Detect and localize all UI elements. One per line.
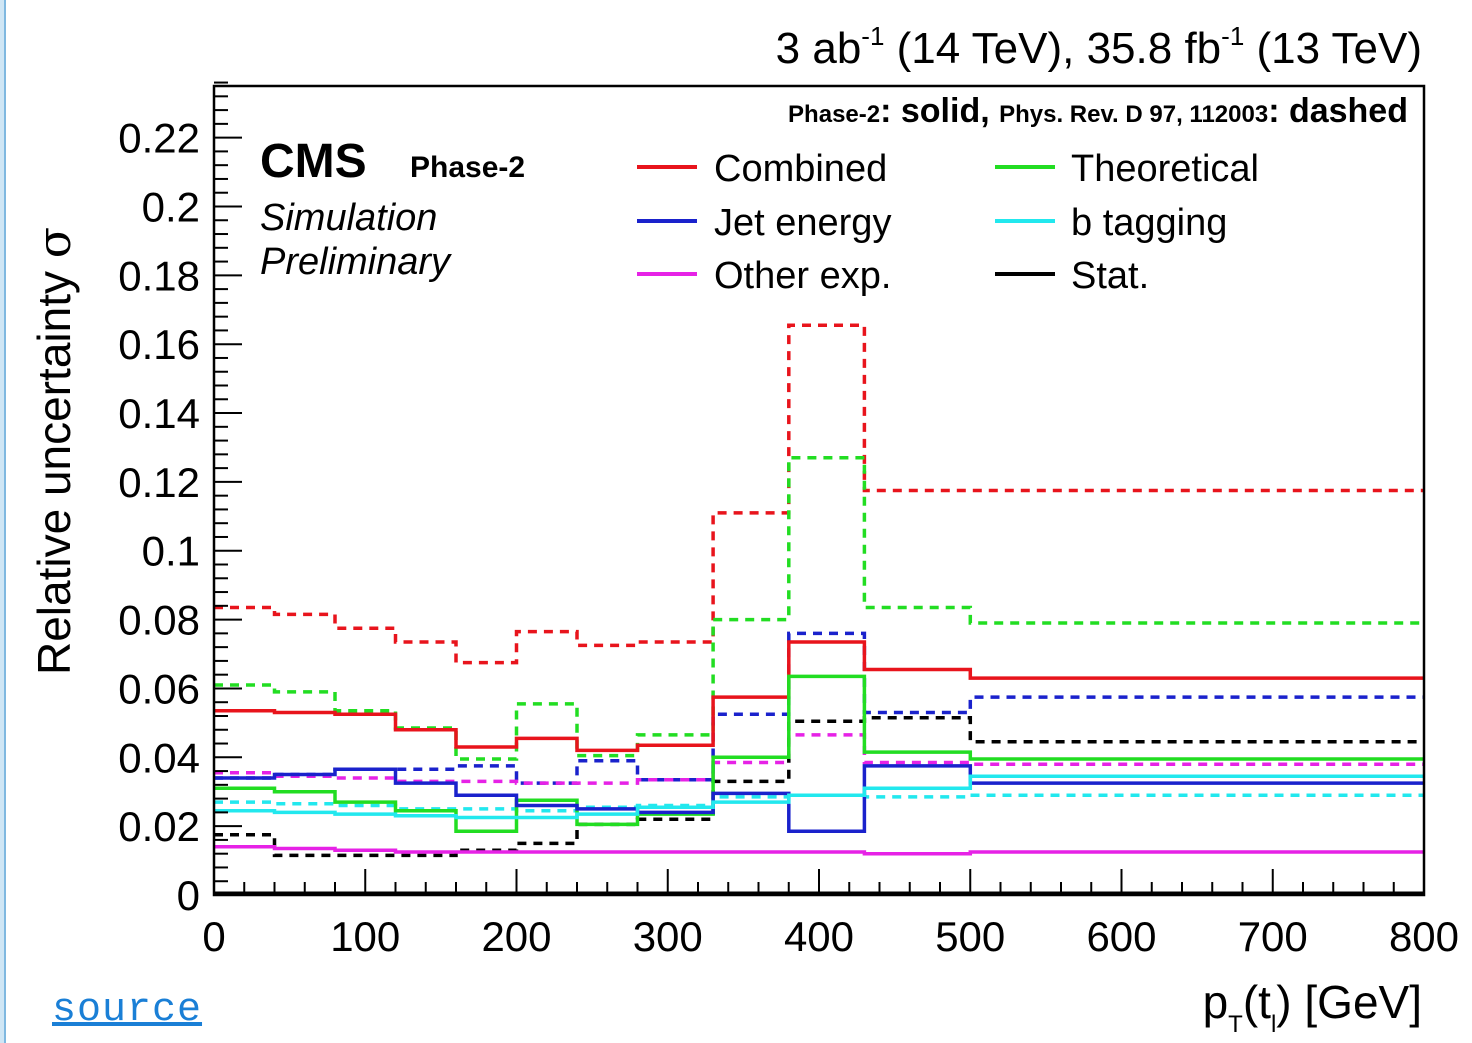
y-tick-label: 0.04 xyxy=(118,734,200,781)
page-edge-strip xyxy=(0,0,6,1043)
top-lumi-label: 3 ab-1 (14 TeV), 35.8 fb-1 (13 TeV) xyxy=(776,21,1422,73)
x-tick-label: 300 xyxy=(633,913,703,960)
x-tick-label: 600 xyxy=(1086,913,1156,960)
cms-label: CMS xyxy=(260,135,367,188)
series-layer xyxy=(214,323,1424,896)
y-tick-label: 0.16 xyxy=(118,321,200,368)
legend-label-stat: Stat. xyxy=(1071,255,1149,297)
axes-layer: 0 100 200 300 400 500 600 700 800 0 0.02 0.04 0.06 0.… xyxy=(118,81,1459,960)
legend-label-theoretical: Theoretical xyxy=(1071,148,1259,190)
series-combined-dashed xyxy=(214,323,1424,665)
series-b-tagging-solid xyxy=(214,774,1424,820)
subtitle-line-2: Preliminary xyxy=(260,241,452,283)
y-tick-label: 0.02 xyxy=(118,803,200,850)
series-theoretical-solid xyxy=(214,674,1424,834)
x-tick-label: 100 xyxy=(330,913,400,960)
series-combined-solid xyxy=(214,640,1424,753)
series-jet-energy-solid xyxy=(214,764,1424,834)
series-stat-dashed xyxy=(214,715,1424,858)
y-tick-label: 0.22 xyxy=(118,115,200,162)
y-tick-label: 0.06 xyxy=(118,665,200,712)
legend-label-jet-energy: Jet energy xyxy=(714,202,891,244)
y-axis-label: Relative uncertainty σ xyxy=(27,227,81,675)
source-link[interactable]: source xyxy=(52,988,203,1033)
x-tick-label: 700 xyxy=(1238,913,1308,960)
y-tick-label: 0.12 xyxy=(118,459,200,506)
legend-label-other-exp: Other exp. xyxy=(714,255,891,297)
series-theoretical-dashed xyxy=(214,456,1424,761)
x-tick-label: 400 xyxy=(784,913,854,960)
y-tick-label: 0.2 xyxy=(142,183,200,230)
x-tick-label: 800 xyxy=(1389,913,1459,960)
phase-label: Phase-2 xyxy=(410,151,525,184)
y-tick-label: 0.18 xyxy=(118,252,200,299)
legend-label-b-tagging: b tagging xyxy=(1071,202,1227,244)
y-tick-label: 0.08 xyxy=(118,597,200,644)
x-tick-label: 500 xyxy=(935,913,1005,960)
y-tick-label: 0.14 xyxy=(118,390,200,437)
y-tick-label: 0.1 xyxy=(142,528,200,575)
subtitle-line-1: Simulation xyxy=(260,197,437,239)
series-other-exp-solid xyxy=(214,845,1424,856)
legend-label-combined: Combined xyxy=(714,148,887,190)
x-tick-label: 200 xyxy=(481,913,551,960)
legend: Combined Theoretical Jet energy b tagging Ot… xyxy=(637,148,1259,297)
legend-header: Phase-2: solid, Phys. Rev. D 97, 112003:… xyxy=(788,92,1408,130)
y-tick-label: 0 xyxy=(177,872,200,919)
x-tick-label: 0 xyxy=(202,913,225,960)
x-axis-label: pT(tl) [GeV] xyxy=(1203,976,1422,1038)
